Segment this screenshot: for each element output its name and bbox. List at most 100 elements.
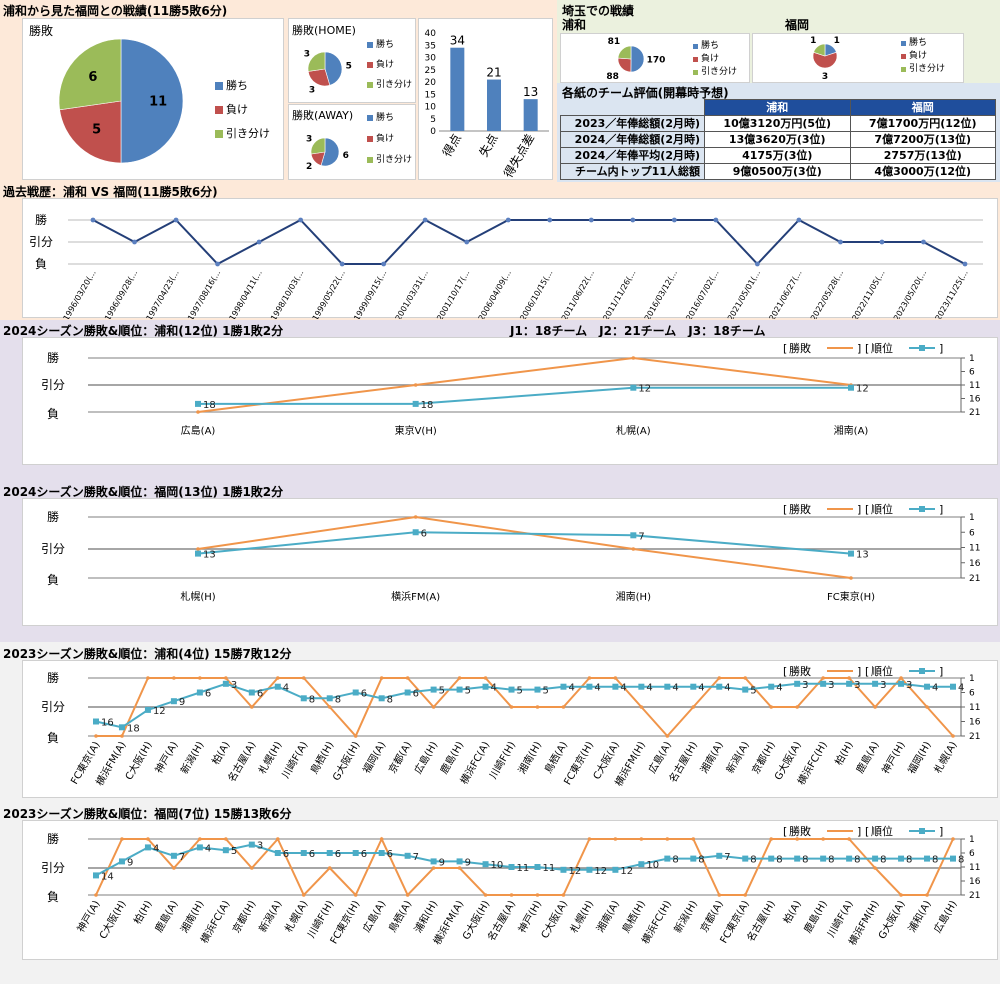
rank-data-label: 4 [698, 683, 704, 694]
rank-data-label: 12 [153, 706, 166, 717]
rank-line [95, 843, 953, 877]
rank-data-label: 9 [179, 697, 185, 708]
rank-point [508, 864, 515, 870]
rank-point [404, 852, 411, 859]
rank-data-label: 6 [361, 689, 367, 700]
x-tick-label: 神戸(H) [879, 739, 908, 776]
x-tick-label: 鹿島(A) [152, 898, 181, 935]
rank-tick-label: 6 [969, 368, 975, 378]
result-point [769, 837, 774, 841]
rank-point [872, 855, 879, 862]
rank-data-label: 6 [387, 849, 393, 860]
rank-data-label: 9 [439, 857, 445, 868]
result-point [457, 866, 462, 870]
result-point [509, 893, 514, 897]
result-point [405, 676, 410, 680]
x-tick-label: 札幌(A) [282, 898, 311, 935]
x-tick-label: 得失点差 [500, 131, 537, 180]
y-label-win: 勝 [47, 509, 59, 524]
history-point [630, 217, 636, 223]
y-label-draw: 引分 [41, 378, 65, 392]
x-tick-label: 鹿島(H) [437, 739, 466, 776]
result-point [795, 705, 799, 709]
result-point [535, 705, 540, 709]
x-tick-label: 新潟(H) [671, 898, 700, 935]
x-tick-label: 2023/11/25(... [934, 269, 970, 320]
eval-fukuoka-value: 7億7200万(13位) [849, 131, 996, 148]
rank-point [560, 866, 567, 873]
pie-data-label: 88 [606, 72, 619, 82]
pie-data-label: 3 [309, 85, 315, 95]
x-tick-label: 鹿島(H) [801, 898, 830, 935]
x-tick-label: 湘南(A) [834, 424, 869, 437]
rank-point [170, 852, 177, 859]
x-tick-label: 札幌(A) [931, 739, 960, 776]
x-tick-label: 2001/10/17(... [435, 269, 471, 320]
x-tick-label: 浦和(A) [905, 898, 934, 935]
legend-label: 引き分け [376, 79, 412, 90]
rank-point [222, 847, 229, 854]
legend-bracket: [ [783, 665, 787, 678]
rank-point [924, 683, 931, 690]
legend-label: 勝ち [376, 111, 394, 123]
result-point [224, 837, 228, 841]
rank-data-label: 14 [101, 871, 114, 882]
result-point [613, 676, 618, 680]
rank-point [144, 706, 151, 713]
rank-tick-label: 11 [969, 703, 980, 713]
rank-data-label: 8 [906, 855, 912, 866]
rank-point [404, 689, 411, 696]
x-tick-label: 京都(A) [697, 898, 726, 935]
pie-title: 勝敗 [29, 23, 53, 38]
rank-point [630, 384, 637, 391]
s24f-title: 2024シーズン勝敗&順位：福岡(13位) 1勝1敗2分 [3, 485, 284, 499]
result-point [587, 676, 592, 680]
rank-point [898, 855, 905, 862]
legend-label: 負け [376, 58, 394, 70]
history-point [381, 261, 387, 267]
rank-line [198, 386, 851, 405]
x-tick-label: 湘南(A) [697, 739, 726, 776]
result-point [250, 705, 254, 709]
x-tick-label: 1999/05/22(... [311, 269, 347, 320]
rank-point [612, 866, 619, 873]
s23f-title: 2023シーズン勝敗&順位：福岡(7位) 15勝13敗6分 [3, 807, 292, 821]
history-point [464, 239, 470, 245]
rank-tick-label: 16 [969, 395, 981, 405]
rank-data-label: 6 [413, 689, 419, 700]
result-point [587, 837, 592, 841]
rank-data-label: 7 [179, 852, 185, 863]
x-tick-label: 広島(A) [360, 898, 389, 935]
rank-data-label: 4 [620, 683, 626, 694]
saitama-title: 埼玉での戦績 [562, 4, 635, 18]
rank-data-label: 4 [672, 683, 678, 694]
pie-slice [58, 38, 122, 111]
legend-label: 勝ち [909, 36, 927, 48]
eval-panel: 各紙のチーム評価(開幕時予想) 浦和 福岡 2023／年俸総額(2月時) 10億… [557, 83, 1000, 182]
rank-tick-label: 21 [969, 732, 980, 742]
x-tick-label: 柏(H) [131, 898, 155, 927]
rank-data-label: 3 [257, 841, 263, 852]
rank-point [118, 858, 125, 865]
s24f-chart-box: 勝引分負 1 6 11 16 21[勝敗][順位] 13 6 7 13 札幌(H) 横浜FM(A) 湘南… [22, 498, 998, 626]
rank-point [848, 550, 854, 557]
rank-point [612, 683, 619, 690]
rank-point [742, 855, 749, 862]
h2h-panel: 浦和から見た福岡との戦績(11勝5敗6分) 勝敗 11 5 6 勝ち 負け 引き分け 勝敗(… [0, 0, 557, 182]
rank-point [118, 724, 125, 731]
rank-point [300, 695, 307, 702]
x-tick-label: 鳥栖(H) [307, 739, 336, 776]
x-tick-label: 札幌(H) [180, 590, 215, 603]
eval-row: 2024／年俸平均(2月時) 4175万(3位) 2757万(13位) [560, 147, 996, 164]
rank-data-label: 4 [491, 683, 497, 694]
result-point [925, 705, 929, 709]
result-point [613, 837, 618, 841]
result-point [849, 576, 853, 580]
rank-point [768, 855, 775, 862]
rank-point [508, 686, 515, 693]
rank-data-label: 5 [542, 686, 548, 697]
result-point [561, 705, 566, 709]
